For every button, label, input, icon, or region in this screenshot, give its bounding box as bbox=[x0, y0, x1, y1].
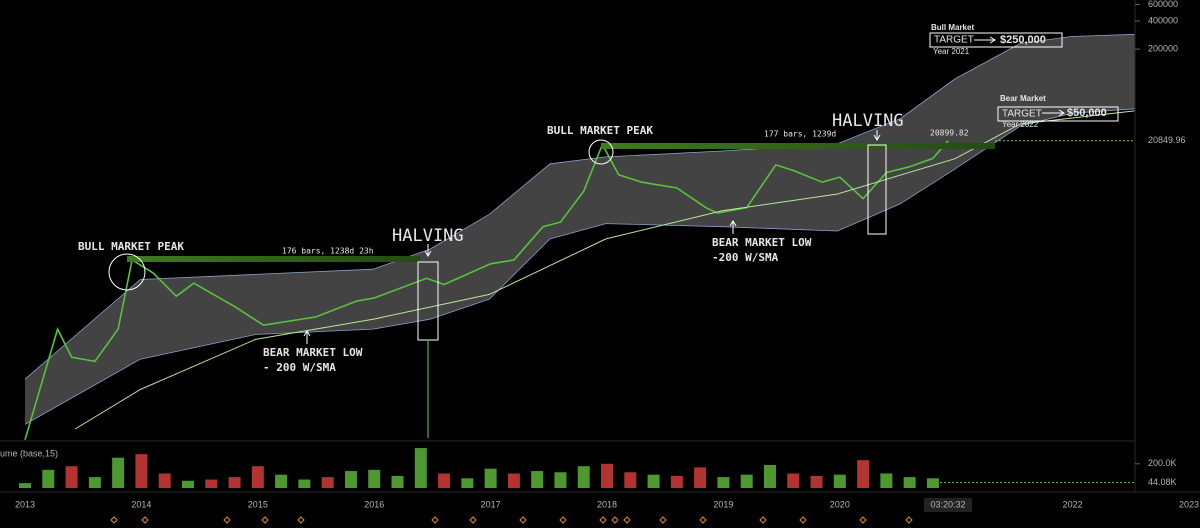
volume-bar bbox=[461, 478, 474, 488]
volume-bar bbox=[298, 479, 311, 488]
arrow bbox=[974, 36, 996, 44]
arrow bbox=[873, 130, 881, 141]
peak-circle bbox=[588, 139, 614, 165]
volume-bar bbox=[484, 468, 497, 488]
x-tick-label: 2017 bbox=[481, 499, 501, 509]
last-price-label: 20849.96 bbox=[1148, 135, 1186, 145]
volume-bar bbox=[903, 477, 916, 488]
volume-bar bbox=[926, 478, 939, 488]
y-tick-label: 600000 bbox=[1148, 0, 1178, 9]
annotation: BEAR MARKET LOW bbox=[712, 236, 812, 249]
annotation: 20899.82 bbox=[930, 129, 969, 138]
peak-circle bbox=[108, 253, 146, 291]
volume-bar bbox=[601, 463, 614, 488]
x-tick-label: 2019 bbox=[713, 499, 733, 509]
y-tick-label: 200000 bbox=[1148, 43, 1178, 53]
price-pane bbox=[24, 33, 1136, 441]
volume-bar bbox=[42, 469, 55, 488]
arrow bbox=[424, 244, 432, 257]
annotation: - 200 W/SMA bbox=[263, 361, 336, 374]
volume-bar bbox=[181, 480, 194, 488]
range-bar bbox=[127, 256, 420, 262]
annotation: $50,000 bbox=[1067, 107, 1107, 119]
volume-bar bbox=[647, 474, 660, 488]
volume-bar bbox=[531, 471, 544, 488]
volume-bar bbox=[577, 466, 590, 488]
volume-bar bbox=[205, 479, 218, 488]
target-box bbox=[997, 106, 1119, 122]
annotation: TARGET bbox=[1002, 109, 1042, 120]
volume-bar bbox=[158, 473, 171, 488]
event-markers bbox=[110, 516, 913, 524]
volume-bar bbox=[251, 466, 264, 488]
x-tick-label: 2018 bbox=[597, 499, 617, 509]
y-tick-label: 400000 bbox=[1148, 15, 1178, 25]
annotation: TARGET bbox=[934, 35, 974, 46]
volume-bar bbox=[228, 477, 241, 488]
volume-bar bbox=[624, 472, 637, 488]
volume-bar bbox=[19, 483, 32, 488]
annotation: 176 bars, 1238d 23h bbox=[282, 247, 374, 256]
annotation: HALVING bbox=[832, 111, 904, 131]
volume-bar bbox=[321, 477, 334, 488]
volume-bar bbox=[857, 460, 870, 488]
volume-bar bbox=[65, 466, 78, 488]
halving-box bbox=[867, 144, 887, 235]
volume-bar bbox=[833, 474, 846, 488]
volume-bar bbox=[554, 472, 567, 488]
arrow bbox=[1042, 109, 1065, 117]
annotations: BULL MARKET PEAK 176 bars, 1238d 23h HALVI… bbox=[78, 23, 1107, 374]
volume-bar bbox=[880, 473, 893, 488]
volume-bar bbox=[344, 471, 357, 488]
x-tick-label: 2016 bbox=[364, 499, 384, 509]
volume-bar bbox=[112, 457, 125, 488]
annotation: -200 W/SMA bbox=[712, 251, 779, 264]
volume-bar bbox=[275, 474, 288, 488]
target-box bbox=[929, 32, 1063, 48]
volume-bar bbox=[740, 474, 753, 488]
range-bar bbox=[601, 143, 995, 149]
annotation: BEAR MARKET LOW bbox=[263, 346, 363, 359]
volume-bar bbox=[414, 448, 427, 488]
volume-bar bbox=[391, 475, 404, 488]
volume-bar bbox=[694, 467, 707, 488]
time-label: 03:20:32 bbox=[931, 499, 966, 509]
time-box bbox=[924, 498, 973, 512]
annotation: $250,000 bbox=[1000, 34, 1046, 46]
volume-bar bbox=[88, 477, 101, 488]
x-tick-label: 2013 bbox=[15, 499, 35, 509]
x-tick-label: 2014 bbox=[131, 499, 151, 509]
x-tick-label: 2023 bbox=[1179, 499, 1199, 509]
annotation: HALVING bbox=[392, 226, 464, 246]
annotation: Year 2022 bbox=[1002, 120, 1039, 129]
volume-bar bbox=[438, 473, 451, 488]
band-fill bbox=[25, 34, 1136, 425]
band-upper bbox=[24, 33, 1136, 380]
arrow bbox=[303, 330, 311, 344]
volume-tick-label: 200.0K bbox=[1148, 458, 1177, 468]
volume-bar bbox=[717, 477, 730, 488]
annotation: Year 2021 bbox=[933, 47, 970, 56]
volume-bar bbox=[787, 473, 800, 488]
x-tick-label: 2022 bbox=[1063, 499, 1083, 509]
volume-bar bbox=[810, 475, 823, 488]
annotation: Bear Market bbox=[1000, 94, 1046, 103]
annotation: BULL MARKET PEAK bbox=[78, 240, 184, 253]
price-line bbox=[24, 140, 949, 441]
annotation: 177 bars, 1239d bbox=[764, 130, 836, 139]
x-tick-label: 2015 bbox=[248, 499, 268, 509]
x-tick-label: 2020 bbox=[830, 499, 850, 509]
volume-bar bbox=[135, 454, 148, 488]
volume-bar bbox=[763, 465, 776, 488]
volume-last-label: 44.08K bbox=[1148, 477, 1177, 487]
arrow bbox=[729, 220, 737, 234]
volume-bar bbox=[368, 469, 381, 488]
volume-label: ume (base,15) bbox=[0, 448, 58, 458]
volume-bar bbox=[670, 475, 683, 488]
volume-bar bbox=[507, 473, 520, 488]
annotation: BULL MARKET PEAK bbox=[547, 124, 653, 137]
annotation: Bull Market bbox=[931, 23, 974, 32]
